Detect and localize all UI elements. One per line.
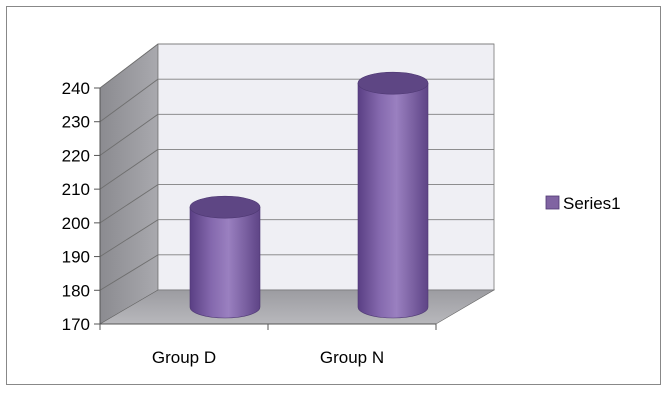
legend: Series1 xyxy=(545,194,621,213)
gridline-side xyxy=(99,43,159,89)
y-tick-label: 170 xyxy=(62,315,90,334)
gridline-side xyxy=(99,149,159,190)
y-tick-label: 180 xyxy=(62,281,90,300)
bar-body xyxy=(189,206,261,319)
legend-swatch xyxy=(545,195,560,210)
category-axis: Group D Group N xyxy=(99,323,437,367)
gridline-side xyxy=(99,219,159,257)
y-tick-label: 220 xyxy=(62,146,90,165)
x-tick-label: Group N xyxy=(320,348,384,367)
bar-top xyxy=(189,195,261,219)
gridlines xyxy=(99,43,494,291)
y-tick-label: 240 xyxy=(62,79,90,98)
bar-body xyxy=(357,82,429,319)
legend-label: Series1 xyxy=(563,194,621,213)
gridline-side xyxy=(99,78,159,123)
gridline-side xyxy=(99,184,159,224)
bar xyxy=(189,195,261,319)
bar-top xyxy=(357,71,429,95)
y-tick-label: 200 xyxy=(62,214,90,233)
y-tick-label: 190 xyxy=(62,248,90,267)
bars xyxy=(189,71,429,319)
bar xyxy=(357,71,429,319)
y-tick-label: 210 xyxy=(62,180,90,199)
gridline-side xyxy=(99,254,159,291)
gridline-side xyxy=(99,113,159,156)
x-tick-label: Group D xyxy=(152,348,216,367)
y-tick-label: 230 xyxy=(62,113,90,132)
value-axis: 240 230 220 210 200 190 180 170 xyxy=(62,79,101,334)
floor xyxy=(98,289,496,325)
